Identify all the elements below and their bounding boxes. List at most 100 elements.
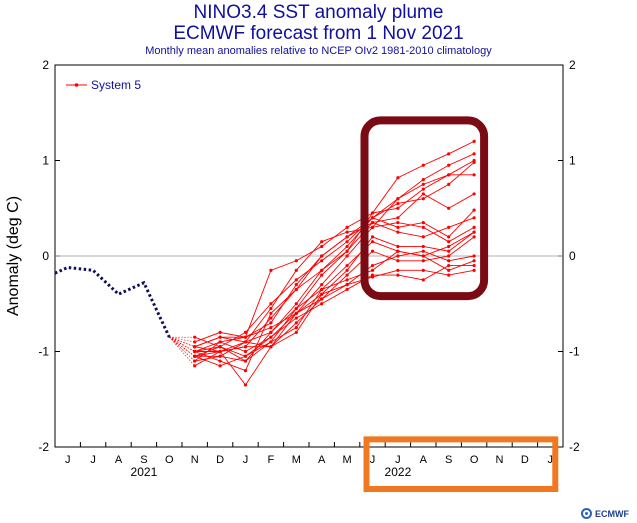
forecast-point xyxy=(396,206,400,210)
forecast-point xyxy=(345,225,349,229)
forecast-point xyxy=(421,259,425,263)
forecast-point xyxy=(396,268,400,272)
forecast-point xyxy=(472,152,476,156)
forecast-point xyxy=(396,249,400,253)
forecast-point xyxy=(269,326,273,330)
forecast-point xyxy=(421,187,425,191)
forecast-point xyxy=(421,235,425,239)
forecast-point xyxy=(396,225,400,229)
x-tick-label: J xyxy=(548,454,554,466)
fan-line xyxy=(169,336,195,348)
x-tick-label: F xyxy=(268,454,275,466)
forecast-point xyxy=(396,244,400,249)
forecast-point xyxy=(472,230,476,234)
forecast-member-line xyxy=(194,269,475,348)
fan-line xyxy=(169,336,195,367)
forecast-point xyxy=(472,192,476,196)
forecast-point xyxy=(243,359,248,363)
forecast-point xyxy=(472,235,476,239)
forecast-point xyxy=(294,316,298,320)
forecast-point xyxy=(320,292,324,296)
forecast-point xyxy=(345,287,349,292)
y-axis-label: Anomaly (deg C) xyxy=(5,196,22,316)
forecast-point xyxy=(447,259,451,263)
forecast-point xyxy=(243,354,248,358)
chart-title-line2: ECMWF forecast from 1 Nov 2021 xyxy=(173,23,464,44)
forecast-point xyxy=(243,330,248,334)
forecast-point xyxy=(421,163,425,167)
forecast-point xyxy=(243,383,248,387)
forecast-point xyxy=(447,173,451,177)
forecast-point xyxy=(294,330,298,334)
forecast-point xyxy=(345,235,349,239)
forecast-point xyxy=(243,369,248,373)
forecast-point xyxy=(294,326,298,330)
forecast-point xyxy=(345,268,349,272)
x-tick-label: O xyxy=(470,454,479,466)
forecast-point xyxy=(218,364,222,368)
forecast-member-line xyxy=(194,250,475,357)
x-tick-label: D xyxy=(521,454,529,466)
x-tick-label: J xyxy=(243,454,249,466)
forecast-point xyxy=(269,316,273,320)
forecast-point xyxy=(320,287,324,292)
forecast-member-line xyxy=(194,153,475,357)
forecast-point xyxy=(269,268,273,272)
forecast-point xyxy=(193,335,197,339)
forecast-point xyxy=(193,349,197,354)
forecast-member-line xyxy=(194,209,475,362)
forecast-member-line xyxy=(194,231,475,362)
forecast-point xyxy=(447,225,451,229)
forecast-point xyxy=(193,364,197,368)
fan-line xyxy=(169,336,195,357)
forecast-point xyxy=(320,259,324,263)
forecast-member-line xyxy=(194,231,475,357)
x-tick-label: N xyxy=(496,454,504,466)
forecast-point xyxy=(396,201,400,206)
forecast-point xyxy=(269,335,273,339)
x-tick-label: S xyxy=(445,454,452,466)
forecast-point xyxy=(472,254,476,258)
forecast-point xyxy=(447,263,451,268)
forecast-point xyxy=(472,160,476,165)
forecast-point xyxy=(396,216,400,220)
forecast-point xyxy=(243,340,248,344)
forecast-point xyxy=(472,225,476,229)
forecast-point xyxy=(370,225,375,229)
y-tick-label-right: -1 xyxy=(569,345,580,359)
forecast-member-line xyxy=(194,250,475,352)
x-tick-label: J xyxy=(90,454,96,466)
forecast-point xyxy=(320,302,324,306)
forecast-point xyxy=(447,152,451,156)
forecast-point xyxy=(370,263,375,268)
forecast-point xyxy=(294,283,298,287)
forecast-point xyxy=(320,283,324,287)
forecast-point xyxy=(218,335,222,339)
forecast-point xyxy=(370,249,375,253)
forecast-member-line xyxy=(194,162,475,372)
forecast-member-line xyxy=(194,174,475,348)
forecast-point xyxy=(447,235,451,239)
forecast-point xyxy=(345,263,349,268)
forecast-point xyxy=(345,254,349,258)
forecast-point xyxy=(345,230,349,234)
forecast-point xyxy=(218,359,222,363)
x-tick-label: O xyxy=(165,454,174,466)
ecmwf-brand: ECMWF xyxy=(581,508,629,519)
chart-title: NINO3.4 SST anomaly plume xyxy=(193,2,444,23)
forecast-point xyxy=(320,254,324,258)
x-tick-label: M xyxy=(292,454,301,466)
x-tick-label: S xyxy=(140,454,147,466)
y-tick-label-left: 1 xyxy=(42,154,49,168)
forecast-point xyxy=(472,139,476,143)
forecast-point xyxy=(447,240,451,244)
forecast-point xyxy=(447,206,451,210)
forecast-point xyxy=(294,268,298,272)
forecast-point xyxy=(320,268,324,272)
forecast-point xyxy=(472,259,476,263)
forecast-point xyxy=(447,249,451,253)
forecast-point xyxy=(269,311,273,315)
y-tick-label-right: 2 xyxy=(569,58,576,72)
forecast-point xyxy=(345,249,349,253)
